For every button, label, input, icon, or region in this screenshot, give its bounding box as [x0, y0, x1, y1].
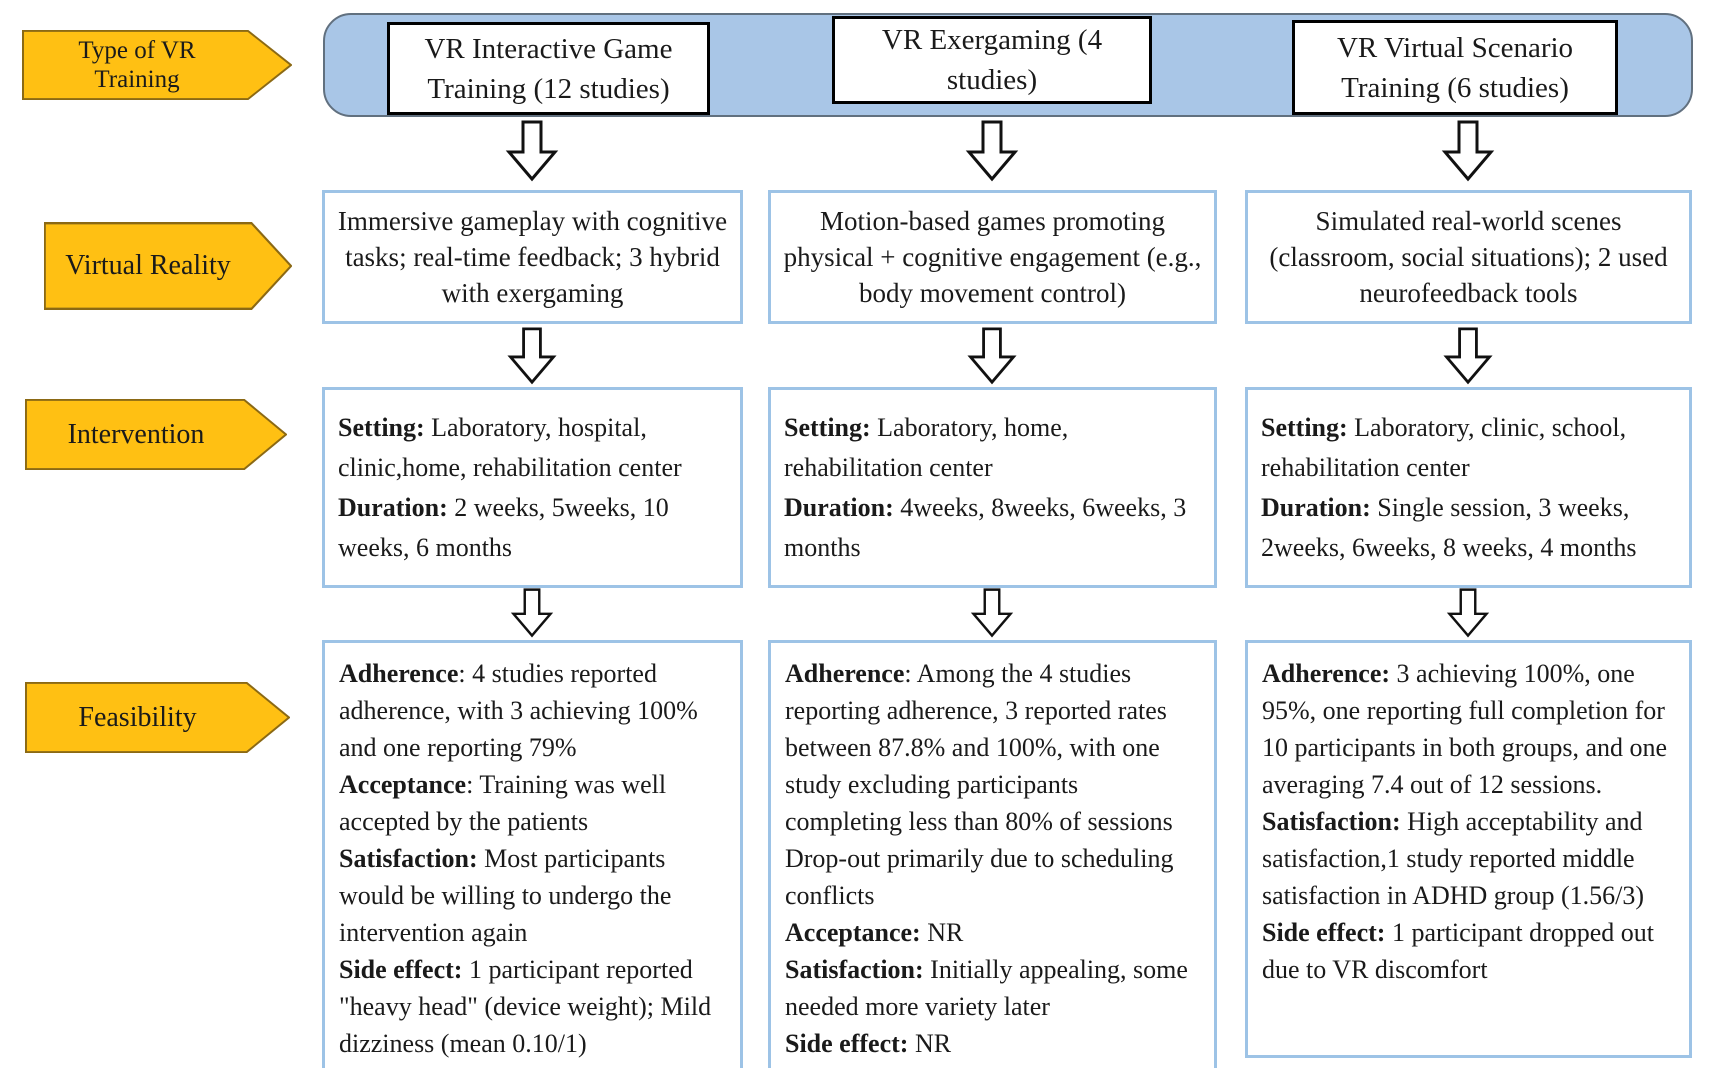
intervention-item: Duration: Single session, 3 weeks, 2week…: [1261, 488, 1676, 568]
item-text: Laboratory, home, rehabilitation center: [784, 412, 1069, 482]
intervention-item: Setting: Laboratory, hospital, clinic,ho…: [338, 408, 727, 488]
side-label-text: Feasibility: [78, 701, 197, 733]
intervention-box-virtual-scenario: Setting: Laboratory, clinic, school, reh…: [1245, 387, 1692, 588]
feasibility-item: Adherence: 3 achieving 100%, one 95%, on…: [1262, 655, 1675, 803]
item-label: Setting:: [784, 412, 871, 442]
virtual-reality-box-virtual-scenario: Simulated real-world scenes (classroom, …: [1245, 190, 1692, 324]
virtual-reality-box-interactive-game: Immersive gameplay with cognitive tasks;…: [322, 190, 743, 324]
feasibility-item: Adherence: Among the 4 studies reporting…: [785, 655, 1200, 914]
intervention-box-interactive-game: Setting: Laboratory, hospital, clinic,ho…: [322, 387, 743, 588]
feasibility-item: Adherence: 4 studies reported adherence,…: [339, 655, 726, 766]
intervention-item: Setting: Laboratory, clinic, school, reh…: [1261, 408, 1676, 488]
item-text: Initially appealing, some needed more va…: [785, 955, 1188, 1021]
item-text: : 4 studies reported adherence, with 3 a…: [339, 659, 698, 762]
item-label: Acceptance:: [785, 918, 921, 947]
feasibility-item: Satisfaction: Most participants would be…: [339, 840, 726, 951]
feasibility-box-interactive-game: Adherence: 4 studies reported adherence,…: [322, 640, 743, 1068]
item-label: Setting:: [1261, 412, 1348, 442]
side-label-feasibility: Feasibility: [25, 682, 290, 753]
item-text: Most participants would be willing to un…: [339, 844, 672, 947]
item-label: Duration:: [338, 492, 448, 522]
intervention-item: Setting: Laboratory, home, rehabilitatio…: [784, 408, 1201, 488]
down-arrow-icon: [1441, 120, 1495, 182]
feasibility-item: Side effect: 1 participant dropped out d…: [1262, 914, 1675, 988]
type-box-interactive-game: VR Interactive Game Training (12 studies…: [387, 22, 710, 115]
item-label: Duration:: [784, 492, 894, 522]
feasibility-item: Acceptance: NR: [785, 914, 1200, 951]
item-label: Acceptance: [339, 770, 467, 799]
right-arrow-banner-icon: [25, 682, 290, 753]
down-arrow-icon: [507, 327, 557, 385]
type-box-exergaming: VR Exergaming (4 studies): [832, 16, 1152, 104]
right-arrow-banner-icon: [25, 399, 287, 470]
item-text: 1 participant dropped out due to VR disc…: [1262, 918, 1655, 984]
item-text: 3 achieving 100%, one 95%, one reporting…: [1262, 659, 1668, 799]
item-label: Side effect:: [785, 1029, 909, 1058]
side-label-virtual-reality: Virtual Reality: [44, 222, 292, 310]
side-label-intervention: Intervention: [25, 399, 287, 470]
right-arrow-banner-icon: [44, 222, 292, 310]
intervention-box-exergaming: Setting: Laboratory, home, rehabilitatio…: [768, 387, 1217, 588]
intervention-item: Duration: 2 weeks, 5weeks, 10 weeks, 6 m…: [338, 488, 727, 568]
feasibility-item: Satisfaction: Initially appealing, some …: [785, 951, 1200, 1025]
type-box-text: VR Interactive Game Training (12 studies…: [424, 32, 673, 105]
feasibility-box-virtual-scenario: Adherence: 3 achieving 100%, one 95%, on…: [1245, 640, 1692, 1058]
down-arrow-icon: [1443, 327, 1493, 385]
down-arrow-icon: [967, 327, 1017, 385]
virtual-reality-text: Immersive gameplay with cognitive tasks;…: [337, 206, 728, 308]
item-text: : Training was well accepted by the pati…: [339, 770, 667, 836]
feasibility-item: Side effect: NR: [785, 1025, 1200, 1062]
item-label: Adherence: [785, 659, 905, 688]
feasibility-item: Acceptance: Training was well accepted b…: [339, 766, 726, 840]
item-label: Satisfaction:: [785, 955, 924, 984]
item-label: Side effect:: [339, 955, 463, 984]
item-label: Satisfaction:: [1262, 807, 1401, 836]
item-label: Duration:: [1261, 492, 1371, 522]
type-box-text: VR Virtual Scenario Training (6 studies): [1336, 31, 1574, 104]
down-arrow-icon: [505, 120, 559, 182]
item-text: NR: [920, 918, 964, 947]
right-arrow-banner-icon: [22, 30, 292, 100]
feasibility-box-exergaming: Adherence: Among the 4 studies reporting…: [768, 640, 1217, 1068]
item-text: 2 weeks, 5weeks, 10 weeks, 6 months: [338, 492, 669, 562]
item-text: 4weeks, 8weeks, 6weeks, 3 months: [784, 492, 1187, 562]
item-text: Laboratory, clinic, school, rehabilitati…: [1261, 412, 1627, 482]
item-label: Adherence: [339, 659, 459, 688]
item-text: NR: [908, 1029, 952, 1058]
type-box-text: VR Exergaming (4 studies): [881, 24, 1103, 96]
side-label-text: Type of VR Training: [78, 36, 196, 94]
side-label-type-of-vr-training: Type of VR Training: [22, 30, 292, 100]
virtual-reality-text: Motion-based games promoting physical + …: [783, 206, 1202, 308]
virtual-reality-box-exergaming: Motion-based games promoting physical + …: [768, 190, 1217, 324]
intervention-item: Duration: 4weeks, 8weeks, 6weeks, 3 mont…: [784, 488, 1201, 568]
feasibility-item: Satisfaction: High acceptability and sat…: [1262, 803, 1675, 914]
down-arrow-icon: [1446, 588, 1490, 638]
item-label: Side effect:: [1262, 918, 1386, 947]
item-text: : Among the 4 studies reporting adherenc…: [785, 659, 1174, 910]
down-arrow-icon: [965, 120, 1019, 182]
item-text: Laboratory, hospital, clinic,home, rehab…: [338, 412, 682, 482]
type-box-virtual-scenario: VR Virtual Scenario Training (6 studies): [1292, 20, 1618, 115]
item-label: Setting:: [338, 412, 425, 442]
item-text: High acceptability and satisfaction,1 st…: [1262, 807, 1645, 910]
down-arrow-icon: [510, 588, 554, 638]
item-label: Satisfaction:: [339, 844, 478, 873]
feasibility-item: Side effect: 1 participant reported "hea…: [339, 951, 726, 1062]
virtual-reality-text: Simulated real-world scenes (classroom, …: [1269, 206, 1668, 308]
item-text: Single session, 3 weeks, 2weeks, 6weeks,…: [1261, 492, 1637, 562]
item-label: Adherence:: [1262, 659, 1391, 688]
side-label-text: Intervention: [67, 418, 205, 450]
down-arrow-icon: [970, 588, 1014, 638]
item-text: 1 participant reported "heavy head" (dev…: [339, 955, 712, 1058]
side-label-text: Virtual Reality: [65, 250, 231, 282]
